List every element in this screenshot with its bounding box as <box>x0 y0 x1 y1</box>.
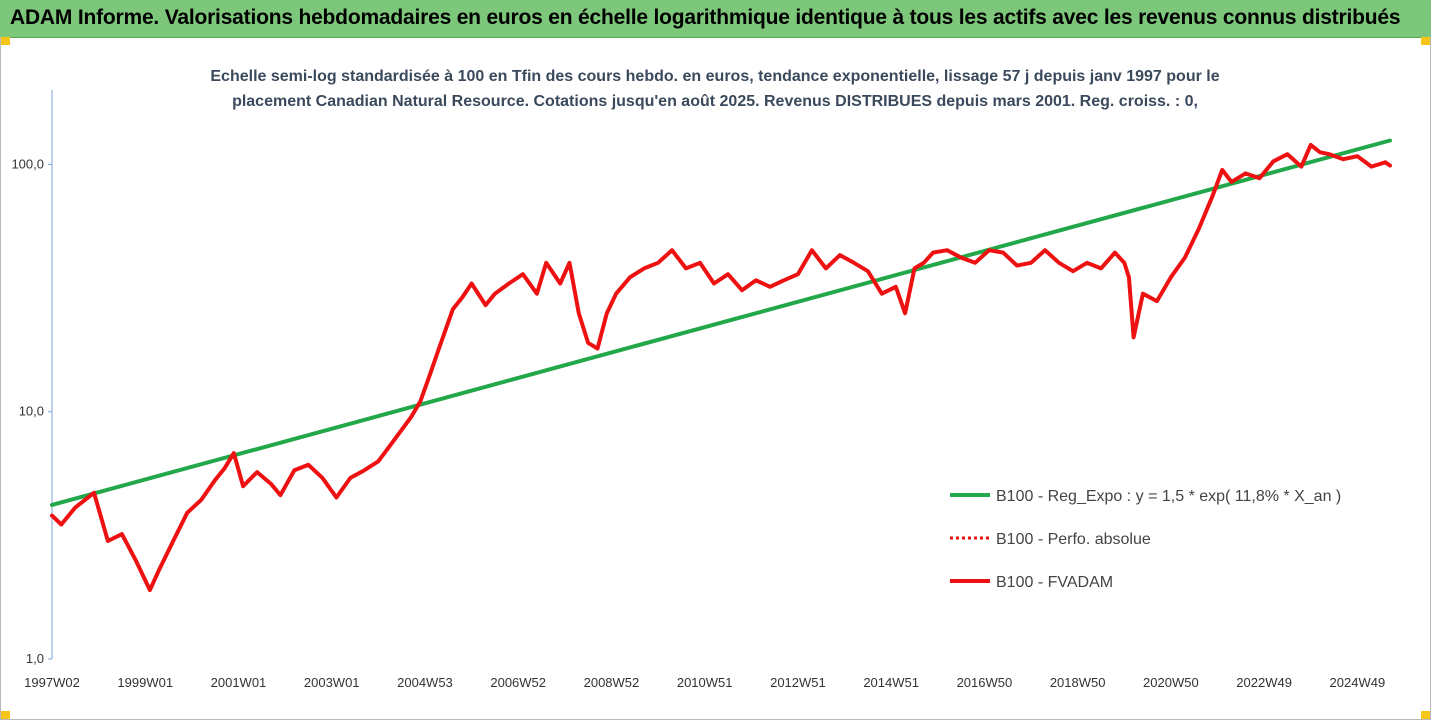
report-title: ADAM Informe. Valorisations hebdomadaire… <box>10 6 1401 29</box>
legend-label-2: B100 - FVADAM <box>996 574 1113 591</box>
x-tick-label: 1997W02 <box>24 675 80 690</box>
x-tick-label: 2006W52 <box>490 675 546 690</box>
y-tick-label: 1,0 <box>26 651 44 666</box>
series-line-0 <box>50 138 1392 507</box>
x-tick-label: 2003W01 <box>304 675 360 690</box>
chart-series-layer <box>50 138 1392 593</box>
corner-mark-bottom-right <box>1421 711 1431 719</box>
x-tick-label: 2008W52 <box>584 675 640 690</box>
series-line-2 <box>50 142 1392 593</box>
corner-mark-bottom-left <box>0 711 10 719</box>
corner-mark-top-left <box>0 37 10 45</box>
x-tick-label: 2016W50 <box>957 675 1013 690</box>
legend-label-1: B100 - Perfo. absolue <box>996 531 1151 548</box>
x-tick-label: 2004W53 <box>397 675 453 690</box>
chart-axes: 1,0 10,0 100,0 1997W02 1999W01 2001W01 2003W01… <box>11 90 1385 690</box>
x-tick-label: 2014W51 <box>863 675 919 690</box>
x-tick-label: 2012W51 <box>770 675 826 690</box>
corner-mark-top-right <box>1421 37 1431 45</box>
x-tick-label: 2024W49 <box>1330 675 1386 690</box>
x-tick-label: 2020W50 <box>1143 675 1199 690</box>
chart-legend: B100 - Reg_Expo : y = 1,5 * exp( 11,8% *… <box>950 488 1341 591</box>
x-tick-label: 2001W01 <box>211 675 267 690</box>
report-banner: ADAM Informe. Valorisations hebdomadaire… <box>0 0 1431 38</box>
legend-label-0: B100 - Reg_Expo : y = 1,5 * exp( 11,8% *… <box>996 488 1341 505</box>
chart-title-line-2: placement Canadian Natural Resource. Cot… <box>232 93 1198 110</box>
y-tick-label: 10,0 <box>19 404 44 419</box>
x-tick-label: 2018W50 <box>1050 675 1106 690</box>
chart-title-line-1: Echelle semi-log standardisée à 100 en T… <box>210 68 1220 85</box>
x-tick-label: 1999W01 <box>117 675 173 690</box>
chart-title: Echelle semi-log standardisée à 100 en T… <box>150 64 1280 114</box>
x-tick-label: 2010W51 <box>677 675 733 690</box>
y-tick-label: 100,0 <box>11 156 44 171</box>
x-tick-label: 2022W49 <box>1236 675 1292 690</box>
